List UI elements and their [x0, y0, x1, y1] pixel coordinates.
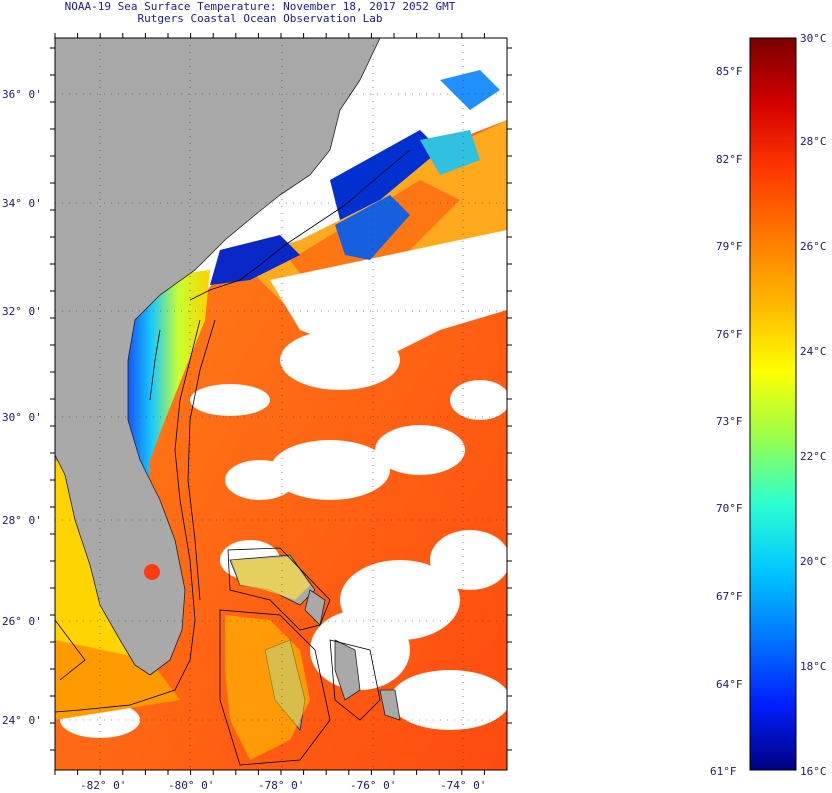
lon-label: -82° 0' — [80, 779, 126, 792]
graticule — [55, 38, 507, 770]
fahrenheit-label: 64°F — [716, 678, 743, 691]
fahrenheit-label: 73°F — [716, 415, 743, 428]
lat-label: 26° 0' — [2, 615, 42, 628]
lon-label: -80° 0' — [168, 779, 214, 792]
coastal-cold-water — [210, 70, 500, 285]
colorbar-fahrenheit-scale: 85°F 82°F 79°F 76°F 73°F 70°F 67°F 64°F … — [710, 65, 743, 778]
fahrenheit-label: 61°F — [710, 765, 737, 778]
celsius-label: 18°C — [800, 660, 827, 673]
celsius-label: 26°C — [800, 240, 827, 253]
fahrenheit-label: 67°F — [716, 590, 743, 603]
colorbar — [749, 37, 797, 771]
longitude-axis: -82° 0' -80° 0' -78° 0' -76° 0' -74° 0' — [80, 779, 486, 792]
celsius-label: 22°C — [800, 450, 827, 463]
coastal-gradient-water — [120, 270, 210, 500]
latitude-axis: 36° 0' 34° 0' 32° 0' 30° 0' 28° 0' 26° 0… — [2, 88, 42, 727]
celsius-label: 20°C — [800, 555, 827, 568]
fahrenheit-label: 70°F — [716, 502, 743, 515]
celsius-label: 28°C — [800, 135, 827, 148]
lon-label: -76° 0' — [350, 779, 396, 792]
colorbar-celsius-scale: 30°C 28°C 26°C 24°C 22°C 20°C 18°C 16°C — [800, 32, 827, 778]
fahrenheit-label: 79°F — [716, 240, 743, 253]
lon-label: -78° 0' — [258, 779, 304, 792]
map-title: NOAA-19 Sea Surface Temperature: Novembe… — [64, 0, 456, 13]
map-area — [55, 38, 507, 770]
lat-label: 24° 0' — [2, 714, 42, 727]
fahrenheit-label: 76°F — [716, 328, 743, 341]
axis-ticks — [50, 33, 512, 775]
fahrenheit-label: 85°F — [716, 65, 743, 78]
celsius-label: 16°C — [800, 765, 827, 778]
lat-label: 36° 0' — [2, 88, 42, 101]
lake-okeechobee — [144, 564, 160, 580]
bathymetry-contours — [55, 149, 411, 766]
lat-label: 32° 0' — [2, 305, 42, 318]
fahrenheit-label: 82°F — [716, 153, 743, 166]
celsius-label: 30°C — [800, 32, 827, 45]
bahamas-banks — [144, 557, 310, 760]
map-subtitle: Rutgers Coastal Ocean Observation Lab — [137, 12, 383, 25]
lat-label: 28° 0' — [2, 514, 42, 527]
lon-label: -74° 0' — [440, 779, 486, 792]
celsius-label: 24°C — [800, 345, 827, 358]
lat-label: 30° 0' — [2, 411, 42, 424]
lat-label: 34° 0' — [2, 197, 42, 210]
